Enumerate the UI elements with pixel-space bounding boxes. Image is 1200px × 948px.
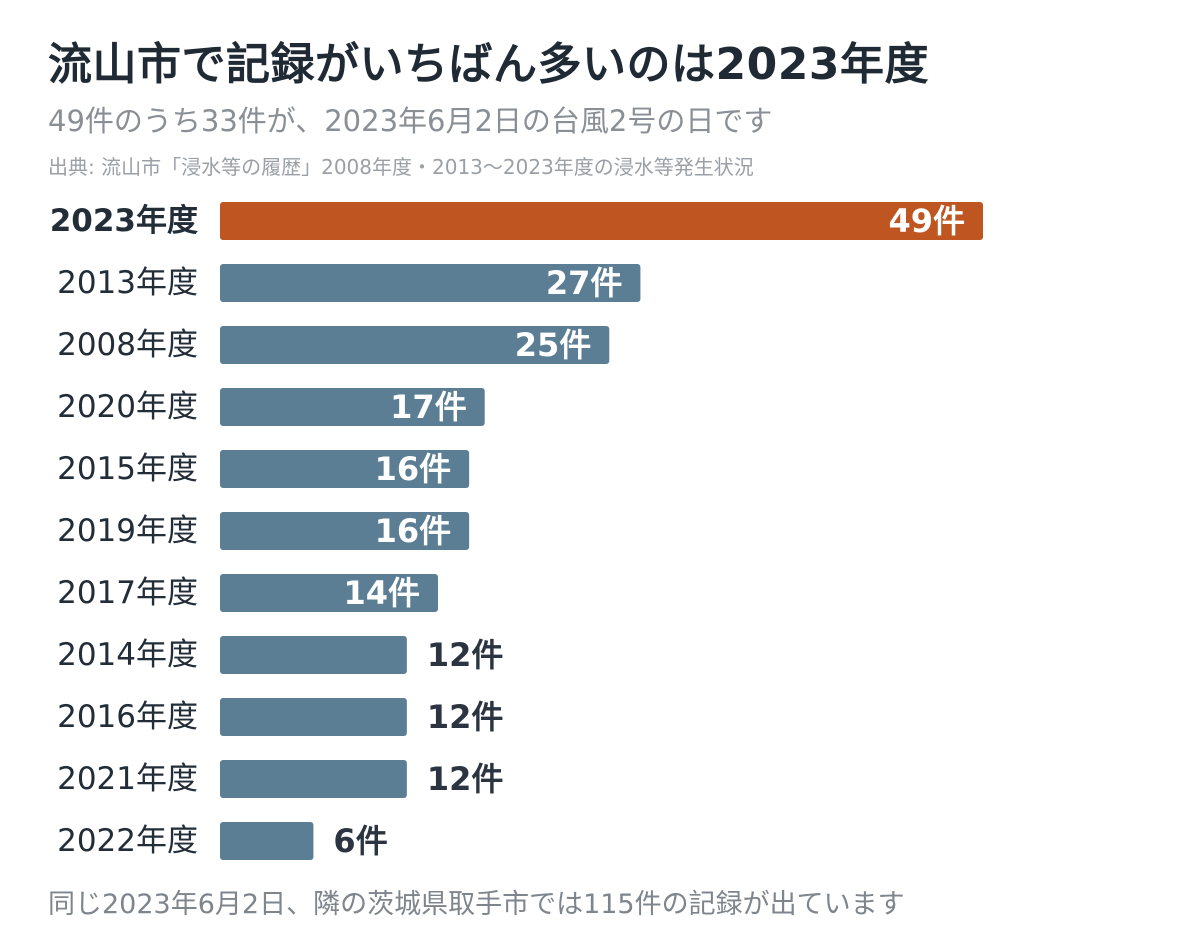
bar	[220, 822, 314, 860]
chart-title: 流山市で記録がいちばん多いのは2023年度	[48, 39, 929, 90]
category-label: 2008年度	[57, 327, 198, 363]
chart-subtitle: 49件のうち33件が、2023年6月2日の台風2号の日です	[48, 104, 773, 138]
value-label: 16件	[375, 450, 452, 488]
bar	[220, 202, 983, 240]
value-label: 12件	[427, 760, 504, 798]
footnote: 同じ2023年6月2日、隣の茨城県取手市では115件の記録が出ています	[48, 889, 905, 920]
bar	[220, 326, 610, 364]
bar	[220, 264, 641, 302]
value-label: 12件	[427, 636, 504, 674]
bar	[220, 760, 407, 798]
source-note: 出典: 流山市「浸水等の履歴」2008年度・2013〜2023年度の浸水等発生状…	[48, 155, 754, 179]
category-label: 2022年度	[57, 823, 198, 859]
value-label: 6件	[333, 822, 387, 860]
category-label: 2017年度	[57, 575, 198, 611]
bar	[220, 450, 470, 488]
category-label: 2023年度	[50, 203, 198, 239]
bar	[220, 698, 407, 736]
value-label: 27件	[546, 264, 623, 302]
value-label: 25件	[515, 326, 592, 364]
value-label: 14件	[343, 574, 420, 612]
bar	[220, 512, 470, 550]
value-label: 16件	[375, 512, 452, 550]
value-label: 12件	[427, 698, 504, 736]
bar	[220, 574, 438, 612]
category-label: 2021年度	[57, 761, 198, 797]
bar	[220, 636, 407, 674]
bar	[220, 388, 485, 426]
value-label: 49件	[888, 202, 965, 240]
category-label: 2014年度	[57, 637, 198, 673]
category-label: 2019年度	[57, 513, 198, 549]
bar-chart: 2023年度 49件 2013年度 27件 2008年度 25件 2020年度 17件 2015…	[50, 202, 983, 860]
value-label: 17件	[390, 388, 467, 426]
category-label: 2015年度	[57, 451, 198, 487]
category-label: 2013年度	[57, 265, 198, 301]
category-label: 2020年度	[57, 389, 198, 425]
category-label: 2016年度	[57, 699, 198, 735]
